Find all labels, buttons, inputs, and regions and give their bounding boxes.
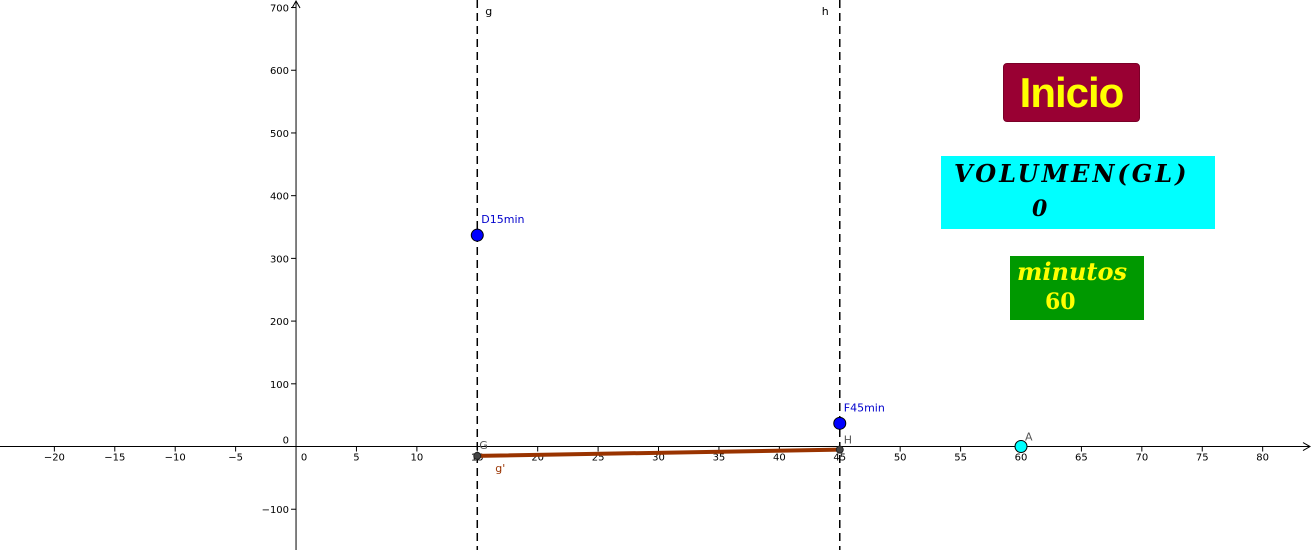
minutes-value: 60 (1045, 289, 1076, 315)
x-tick-label: 5 (353, 453, 359, 464)
minutes-label: minutos (1017, 257, 1128, 286)
line-label-g: g (485, 5, 492, 18)
point-label-h: H (844, 434, 852, 447)
point-g (473, 451, 482, 460)
x-tick-label: −5 (228, 453, 243, 464)
point-f45min (833, 416, 847, 430)
x-tick-label: −20 (44, 453, 65, 464)
x-tick-label: 30 (652, 453, 665, 464)
segments: g' (475, 447, 842, 475)
y-tick-label: 200 (270, 317, 289, 328)
volume-value: 0 (1032, 196, 1048, 222)
x-tick-label: 35 (713, 453, 726, 464)
x-tick-label: −10 (165, 453, 186, 464)
points: D15min F45min A G H (470, 213, 1033, 460)
x-tick-label: 60 (1015, 453, 1028, 464)
point-d15min (470, 228, 484, 242)
volume-label: VOLUMEN(GL) (954, 159, 1190, 188)
x-axis-arrow (1302, 442, 1311, 451)
inicio-button[interactable]: Inicio (1003, 63, 1140, 122)
segment-label: g' (495, 462, 505, 475)
y-tick-label: −100 (262, 505, 289, 516)
point-label-f45min: F45min (844, 401, 885, 414)
minutes-display: minutos 60 (1010, 256, 1144, 320)
x-tick-label: 0 (301, 453, 307, 464)
y-tick-label: 100 (270, 380, 289, 391)
x-tick-label: 50 (894, 453, 907, 464)
point-label-d15min: D15min (481, 213, 524, 226)
y-tick-label: 600 (270, 66, 289, 77)
x-tick-label: 80 (1256, 453, 1269, 464)
line-label-h: h (822, 5, 829, 18)
y-tick-label: 700 (270, 4, 289, 15)
x-tick-label: 40 (773, 453, 786, 464)
x-tick-label: 75 (1196, 453, 1209, 464)
x-tick-label: 20 (531, 453, 544, 464)
x-tick-label: 65 (1075, 453, 1088, 464)
y-tick-label: 400 (270, 192, 289, 203)
x-tick-label: 10 (410, 453, 423, 464)
y-tick-label: 0 (283, 436, 289, 447)
y-tick-label: 500 (270, 129, 289, 140)
segment-g-prime (475, 447, 842, 458)
x-tick-label: 70 (1135, 453, 1148, 464)
point-a (1014, 440, 1028, 454)
x-tick-label: 25 (592, 453, 605, 464)
volume-display: VOLUMEN(GL) 0 (941, 156, 1215, 229)
y-tick-label: 300 (270, 254, 289, 265)
point-label-g: G (479, 439, 488, 452)
x-tick-label: 55 (954, 453, 967, 464)
point-h (835, 445, 844, 454)
x-tick-label: −15 (104, 453, 125, 464)
y-axis-arrow (291, 0, 301, 9)
point-label-a: A (1025, 431, 1033, 444)
